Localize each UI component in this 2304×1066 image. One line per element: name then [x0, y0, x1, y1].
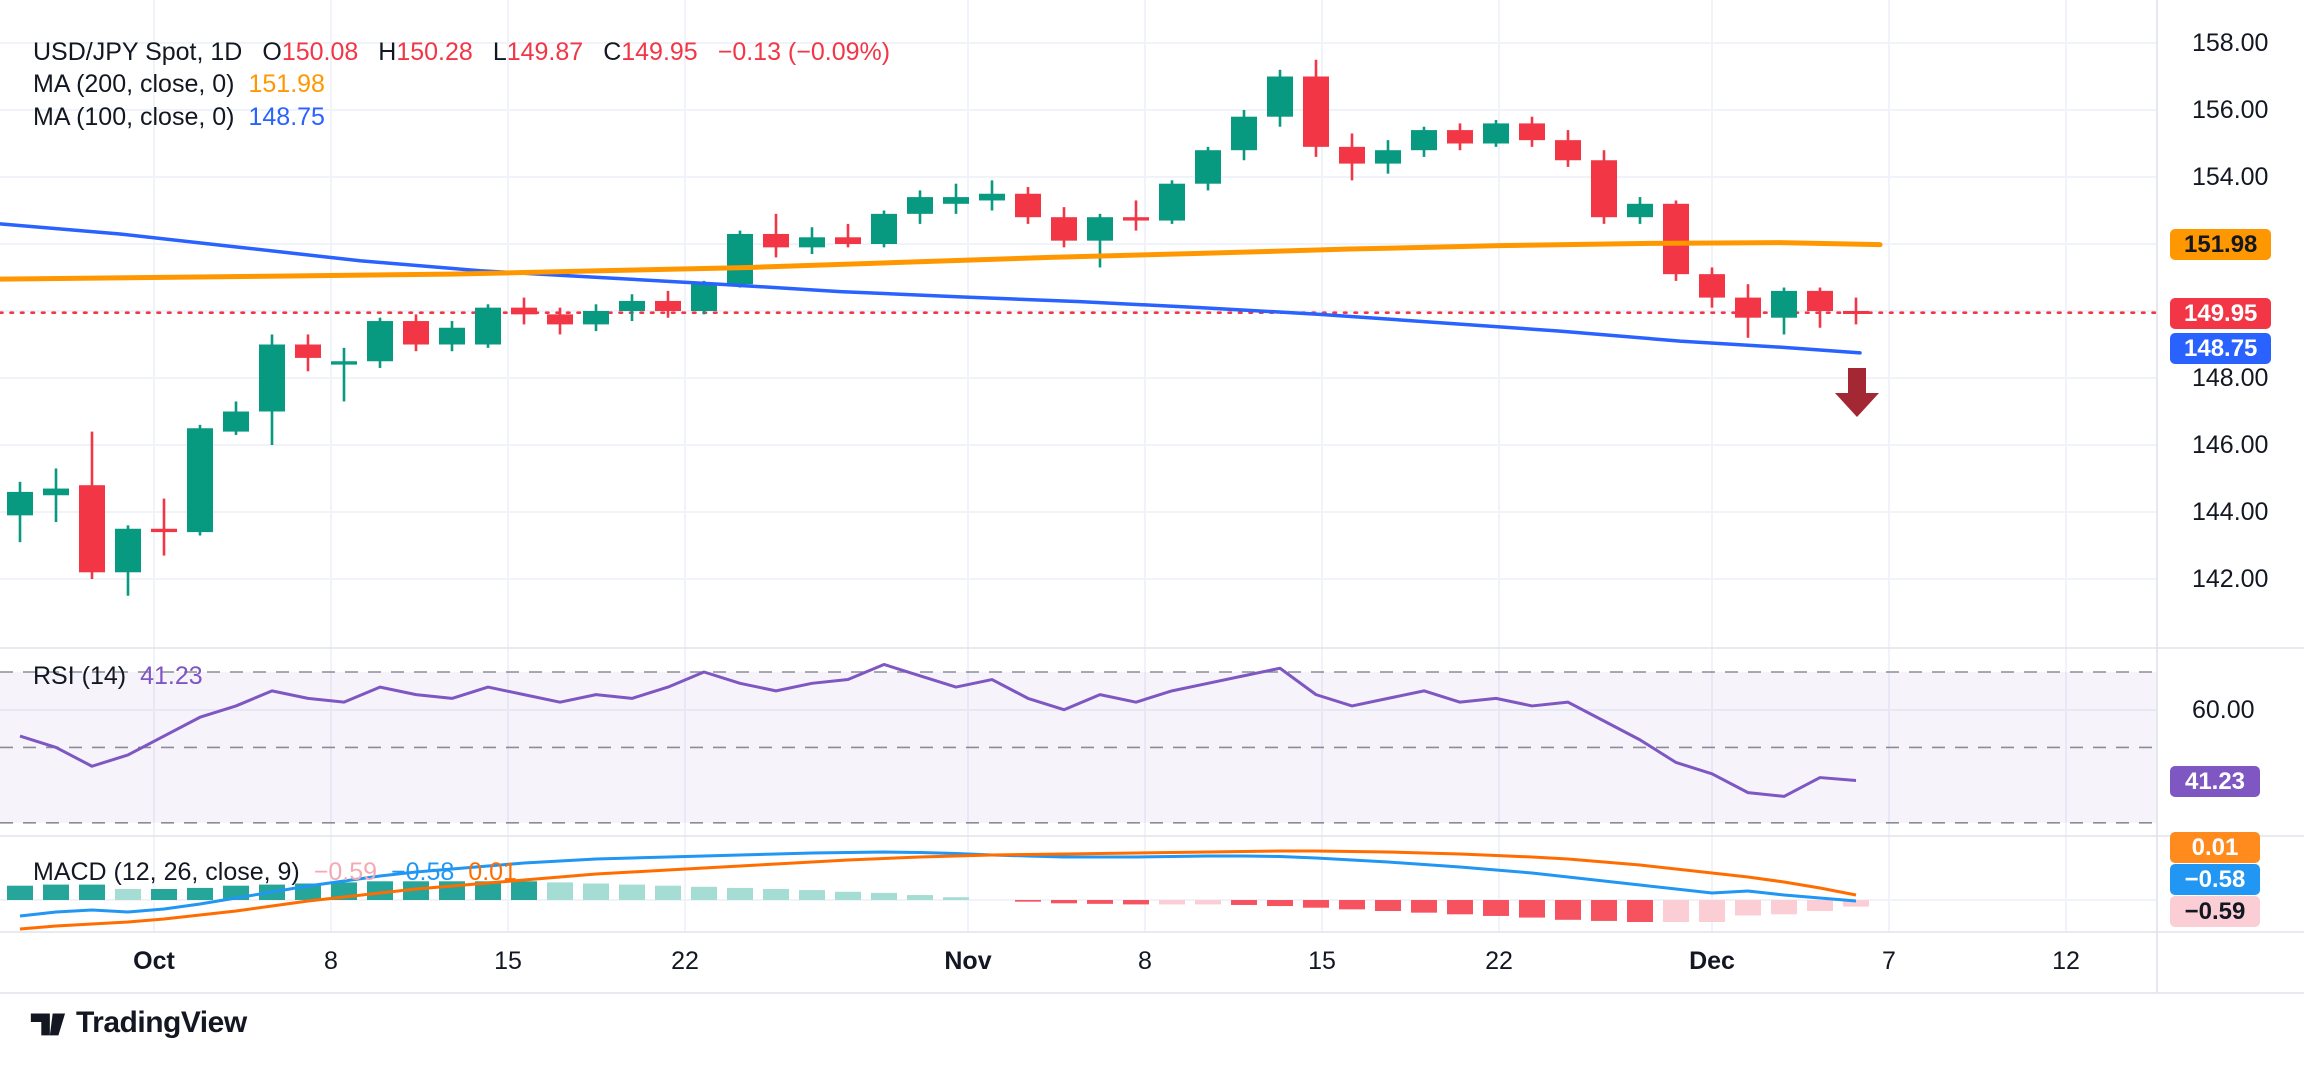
pane-dividers — [0, 0, 2304, 994]
rsi-value: 41.23 — [140, 661, 203, 690]
time-axis-label: Nov — [944, 947, 992, 975]
close-value: C 149.95 — [603, 37, 698, 66]
macd-label: MACD (12, 26, close, 9) — [33, 857, 300, 886]
tradingview-mark-icon — [30, 1013, 66, 1036]
time-axis[interactable] — [0, 933, 2304, 993]
price-axis-tick: 156.00 — [2192, 96, 2269, 124]
rsi-line[interactable] — [19, 662, 1857, 798]
ma200-line[interactable] — [0, 240, 1883, 282]
price-axis-tick: 146.00 — [2192, 431, 2269, 459]
gridlines — [0, 0, 2157, 932]
macd-signal-badge: 0.01 — [2170, 831, 2260, 863]
time-axis-label: 22 — [671, 947, 699, 975]
ma200-legend[interactable]: MA (200, close, 0) 151.98 — [33, 68, 325, 100]
price-axis-tick: 158.00 — [2192, 29, 2269, 57]
time-axis-label: 8 — [1138, 947, 1152, 975]
low-value: L 149.87 — [492, 37, 584, 66]
high-value: H 150.28 — [378, 37, 473, 66]
macd-hist-value: −0.59 — [313, 857, 378, 886]
macd-legend[interactable]: MACD (12, 26, close, 9) −0.59 −0.58 0.01 — [33, 856, 517, 888]
rsi-axis-tick: 60.00 — [2192, 696, 2255, 724]
macd-line[interactable] — [19, 850, 1857, 918]
rsi-legend[interactable]: RSI (14) 41.23 — [33, 660, 203, 692]
macd-line-value: −0.58 — [391, 857, 455, 886]
ma200-label: MA (200, close, 0) — [33, 69, 235, 98]
price-axis-tick: 154.00 — [2192, 163, 2269, 191]
price-axis-tick: 142.00 — [2192, 565, 2269, 593]
ma200-value: 151.98 — [248, 69, 325, 98]
macd-signal-value: 0.01 — [468, 857, 517, 886]
ma100-legend[interactable]: MA (100, close, 0) 148.75 — [33, 101, 325, 133]
time-axis-label: 7 — [1882, 947, 1896, 975]
price-axis-tick: 144.00 — [2192, 498, 2269, 526]
ma100-line[interactable] — [0, 222, 1862, 355]
ma100-label: MA (100, close, 0) — [33, 102, 235, 131]
last-price-badge: 149.95 — [2170, 297, 2272, 329]
rsi-value-badge: 41.23 — [2170, 765, 2260, 797]
time-axis-label: Oct — [133, 947, 175, 975]
open-value: O 150.08 — [262, 37, 359, 66]
symbol-title: USD/JPY Spot, 1D — [33, 37, 243, 66]
macd-histogram[interactable] — [7, 881, 1869, 922]
ma100-value: 148.75 — [248, 102, 325, 131]
time-axis-label: 8 — [324, 947, 338, 975]
symbol-legend[interactable]: USD/JPY Spot, 1D O 150.08 H 150.28 L 149.87… — [33, 36, 890, 68]
time-axis-label: 15 — [494, 947, 522, 975]
change-value: −0.13 (−0.09%) — [717, 37, 891, 66]
time-axis-label: Dec — [1689, 947, 1735, 975]
macd-hist-badge: −0.59 — [2170, 895, 2260, 927]
time-axis-label: 15 — [1308, 947, 1336, 975]
rsi-label: RSI (14) — [33, 661, 127, 690]
tradingview-logo[interactable]: TradingView — [28, 1004, 247, 1042]
macd-line-badge: −0.58 — [2170, 863, 2260, 895]
time-axis-label: 12 — [2052, 947, 2080, 975]
macd-signal-line[interactable] — [19, 849, 1857, 931]
price-axis-tick: 148.00 — [2192, 364, 2269, 392]
ma100-price-badge: 148.75 — [2170, 332, 2272, 364]
candles[interactable] — [7, 59, 1869, 596]
ma200-price-badge: 151.98 — [2170, 228, 2272, 260]
time-axis-label: 22 — [1485, 947, 1513, 975]
tradingview-logo-text: TradingView — [76, 1006, 247, 1039]
down-arrow-marker[interactable] — [1835, 368, 1879, 417]
